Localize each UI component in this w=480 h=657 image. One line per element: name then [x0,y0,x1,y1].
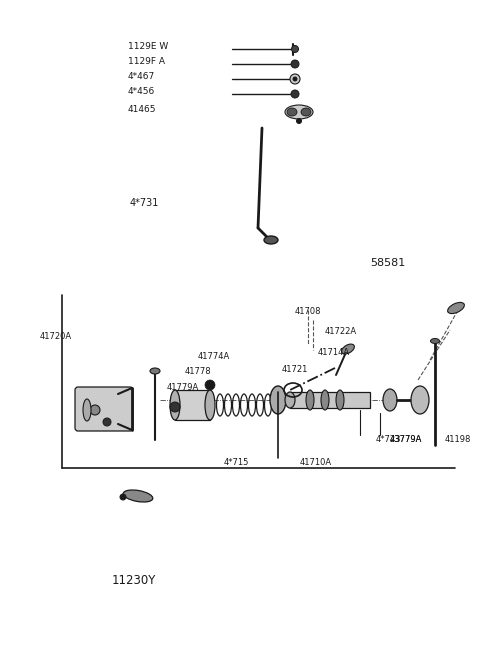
Text: 58581: 58581 [370,258,405,268]
Text: 43779A: 43779A [390,435,422,444]
Ellipse shape [411,386,429,414]
Text: 41774A: 41774A [198,352,230,361]
Ellipse shape [270,386,286,414]
Text: 1129F A: 1129F A [128,57,165,66]
Text: 43779A: 43779A [390,435,422,444]
Circle shape [290,74,300,84]
Text: 41779A: 41779A [167,383,199,392]
Bar [175,390,210,420]
Ellipse shape [448,302,464,313]
Circle shape [291,45,299,53]
Text: 41722A: 41722A [325,327,357,336]
Ellipse shape [383,389,397,411]
Text: 4*456: 4*456 [128,87,155,96]
Text: 1129E W: 1129E W [128,42,168,51]
Ellipse shape [306,390,314,410]
Text: 4*731: 4*731 [130,198,159,208]
Ellipse shape [301,108,311,116]
Text: 41708: 41708 [295,307,322,316]
Ellipse shape [336,390,344,410]
Ellipse shape [321,390,329,410]
Text: 41714A: 41714A [318,348,350,357]
Circle shape [103,418,111,426]
Text: 41710A: 41710A [300,458,332,467]
Circle shape [293,77,297,81]
Circle shape [90,405,100,415]
Text: 41720A: 41720A [40,332,72,341]
Ellipse shape [287,108,297,116]
Circle shape [120,494,126,500]
Ellipse shape [83,399,91,421]
Ellipse shape [205,390,215,420]
Text: 41778: 41778 [185,367,212,376]
Circle shape [291,90,299,98]
Text: 41721: 41721 [282,365,308,374]
Ellipse shape [150,368,160,374]
Ellipse shape [285,392,295,408]
Ellipse shape [431,338,440,344]
Bar [290,392,370,408]
Text: 41465: 41465 [128,105,156,114]
Circle shape [205,380,215,390]
Circle shape [291,60,299,68]
Ellipse shape [170,390,180,420]
Text: 11230Y: 11230Y [112,574,156,587]
Text: 4*723: 4*723 [376,435,401,444]
Text: 41198: 41198 [445,435,471,444]
Circle shape [170,402,180,412]
FancyBboxPatch shape [75,387,133,431]
Ellipse shape [342,344,354,354]
Text: 4*715: 4*715 [224,458,250,467]
Circle shape [297,118,301,124]
Ellipse shape [264,236,278,244]
Ellipse shape [123,490,153,502]
Text: 4*467: 4*467 [128,72,155,81]
Ellipse shape [285,105,313,119]
